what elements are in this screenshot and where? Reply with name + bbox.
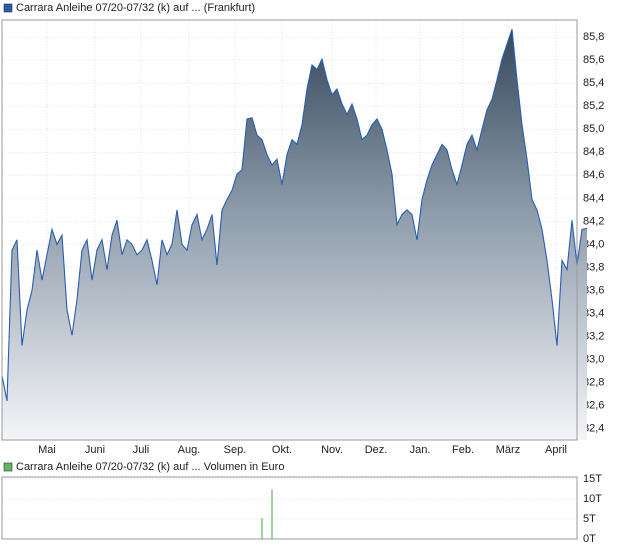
y-tick-label: 5T bbox=[583, 513, 596, 525]
x-tick-label: Nov. bbox=[321, 444, 343, 456]
x-tick-label: Jan. bbox=[410, 444, 431, 456]
y-tick-label: 10T bbox=[583, 493, 602, 505]
x-tick-label: März bbox=[496, 444, 520, 456]
y-tick-label: 83,0 bbox=[583, 353, 604, 365]
y-tick-label: 85,0 bbox=[583, 123, 604, 135]
x-tick-label: Dez. bbox=[365, 444, 388, 456]
legend-label: Carrara Anleihe 07/20-07/32 (k) auf ... … bbox=[16, 2, 255, 14]
y-tick-label: 84,0 bbox=[583, 238, 604, 250]
y-tick-label: 83,2 bbox=[583, 330, 604, 342]
y-tick-label: 82,4 bbox=[583, 422, 604, 434]
y-tick-label: 83,4 bbox=[583, 307, 604, 319]
plot-frame bbox=[1, 476, 578, 540]
volume-bar bbox=[261, 518, 263, 539]
x-tick-label: Juni bbox=[85, 444, 105, 456]
legend-swatch bbox=[3, 3, 13, 13]
y-tick-label: 83,8 bbox=[583, 261, 604, 273]
legend-label: Carrara Anleihe 07/20-07/32 (k) auf ... … bbox=[16, 461, 284, 473]
x-tick-label: Sep. bbox=[224, 444, 247, 456]
area-fill bbox=[2, 29, 587, 440]
y-tick-label: 85,6 bbox=[583, 54, 604, 66]
plot-frame bbox=[1, 19, 578, 441]
y-tick-label: 15T bbox=[583, 473, 602, 485]
y-tick-label: 84,6 bbox=[583, 169, 604, 181]
y-tick-label: 85,2 bbox=[583, 100, 604, 112]
y-tick-label: 84,8 bbox=[583, 146, 604, 158]
x-tick-label: Mai bbox=[38, 444, 56, 456]
y-tick-label: 82,8 bbox=[583, 376, 604, 388]
y-tick-label: 82,6 bbox=[583, 399, 604, 411]
y-tick-label: 84,2 bbox=[583, 215, 604, 227]
legend-swatch bbox=[3, 462, 13, 472]
y-tick-label: 84,4 bbox=[583, 192, 604, 204]
x-tick-label: Feb. bbox=[452, 444, 474, 456]
plot-background bbox=[2, 477, 577, 539]
volume-bar bbox=[271, 489, 273, 539]
y-tick-label: 0T bbox=[583, 533, 596, 545]
y-tick-label: 85,8 bbox=[583, 31, 604, 43]
y-tick-label: 83,6 bbox=[583, 284, 604, 296]
x-tick-label: Juli bbox=[133, 444, 150, 456]
x-tick-label: Aug. bbox=[178, 444, 201, 456]
price-line bbox=[1, 29, 588, 402]
x-tick-label: Okt. bbox=[272, 444, 292, 456]
x-tick-label: April bbox=[545, 444, 567, 456]
y-tick-label: 85,4 bbox=[583, 77, 604, 89]
